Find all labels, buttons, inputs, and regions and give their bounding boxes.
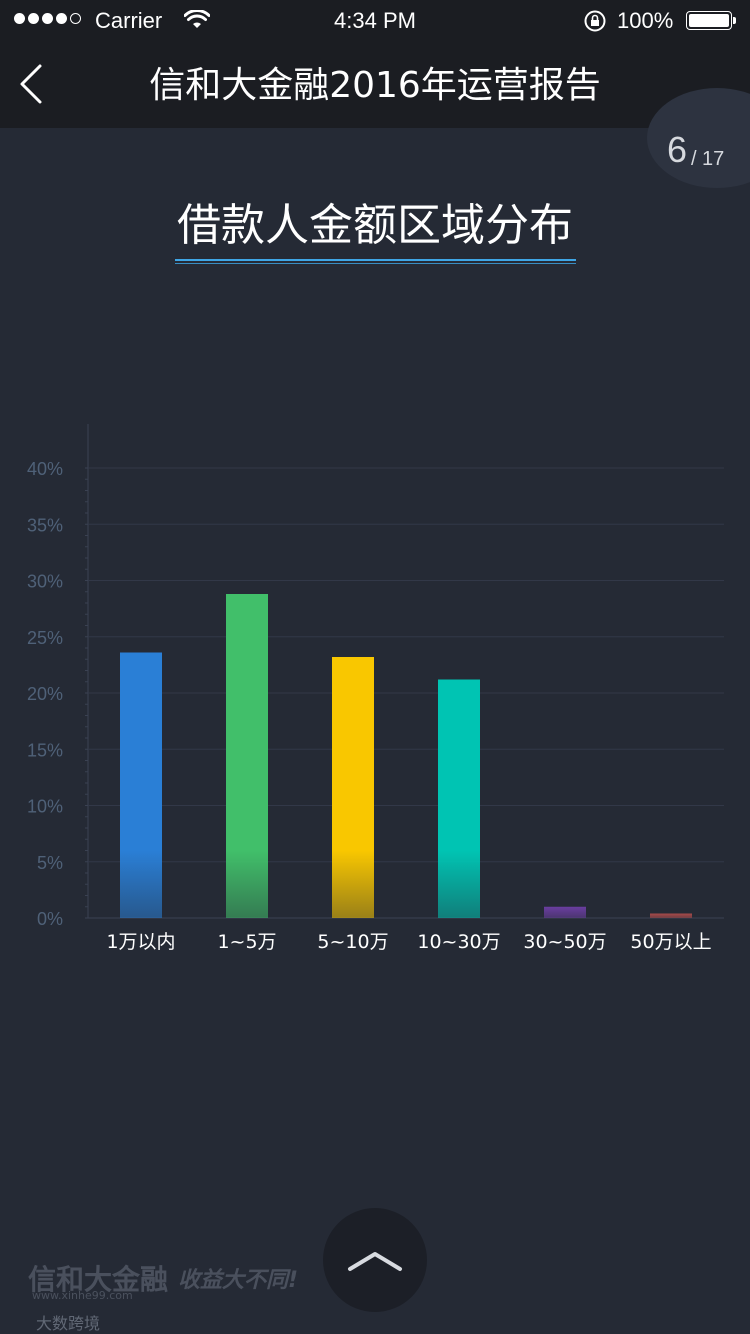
battery-percent: 100% bbox=[617, 8, 674, 33]
chart-labels: 0% 5% 10% 15% 20% 25% 30% 35% 40% 1万以内 1~5万 5~10万 10… bbox=[27, 459, 712, 953]
signal-strength-icon bbox=[14, 13, 81, 24]
x-tick-label: 10~30万 bbox=[417, 931, 500, 953]
page-indicator: 6 / 17 bbox=[647, 88, 750, 188]
y-tick-label: 25% bbox=[27, 628, 63, 648]
y-tick-label: 10% bbox=[27, 797, 63, 817]
page-current: 6 bbox=[667, 129, 688, 170]
scroll-up-button[interactable] bbox=[323, 1208, 427, 1312]
x-tick-label: 50万以上 bbox=[630, 931, 711, 953]
bar bbox=[120, 652, 162, 918]
chart-bars bbox=[120, 594, 692, 918]
watermark-footer: 大数跨境 bbox=[36, 1314, 101, 1333]
back-button[interactable] bbox=[14, 62, 54, 106]
bar bbox=[438, 679, 480, 918]
page-title: 信和大金融2016年运营报告 bbox=[149, 65, 601, 106]
page-total: 17 bbox=[702, 148, 725, 170]
status-bar: Carrier 4:34 PM 100% bbox=[0, 0, 750, 40]
chart-grid bbox=[85, 424, 724, 919]
bar bbox=[650, 913, 692, 918]
rotation-lock-icon bbox=[584, 10, 606, 32]
carrier-label: Carrier bbox=[95, 8, 163, 33]
clock: 4:34 PM bbox=[334, 8, 416, 33]
battery-icon bbox=[686, 11, 736, 30]
watermark-brand: 信和大金融 bbox=[28, 1263, 169, 1296]
y-tick-label: 40% bbox=[27, 459, 63, 479]
bar bbox=[544, 906, 586, 918]
bar bbox=[226, 594, 268, 918]
bar bbox=[332, 657, 374, 918]
navigation-bar: 信和大金融2016年运营报告 bbox=[0, 40, 750, 128]
chevron-left-icon bbox=[20, 64, 42, 104]
y-tick-label: 0% bbox=[37, 909, 63, 929]
title-underline bbox=[175, 259, 576, 261]
x-tick-label: 30~50万 bbox=[523, 931, 606, 953]
y-tick-label: 20% bbox=[27, 684, 63, 704]
x-tick-label: 1万以内 bbox=[106, 931, 175, 953]
wifi-icon bbox=[184, 10, 210, 28]
chevron-up-icon bbox=[348, 1252, 402, 1271]
y-tick-label: 35% bbox=[27, 515, 63, 535]
x-tick-label: 1~5万 bbox=[217, 931, 276, 953]
x-tick-label: 5~10万 bbox=[317, 931, 388, 953]
bar-chart: 0% 5% 10% 15% 20% 25% 30% 35% 40% 1万以内 1~5万 5~10万 10… bbox=[27, 424, 724, 953]
y-tick-label: 5% bbox=[37, 853, 63, 873]
y-tick-label: 30% bbox=[27, 572, 63, 592]
watermark-slogan: 收益大不同! bbox=[178, 1268, 299, 1293]
watermark-url: www.xinhe99.com bbox=[32, 1289, 133, 1302]
y-tick-label: 15% bbox=[27, 740, 63, 760]
section-title: 借款人金额区域分布 bbox=[177, 200, 573, 251]
title-underline-secondary bbox=[175, 263, 576, 264]
page-separator: / bbox=[691, 148, 697, 170]
